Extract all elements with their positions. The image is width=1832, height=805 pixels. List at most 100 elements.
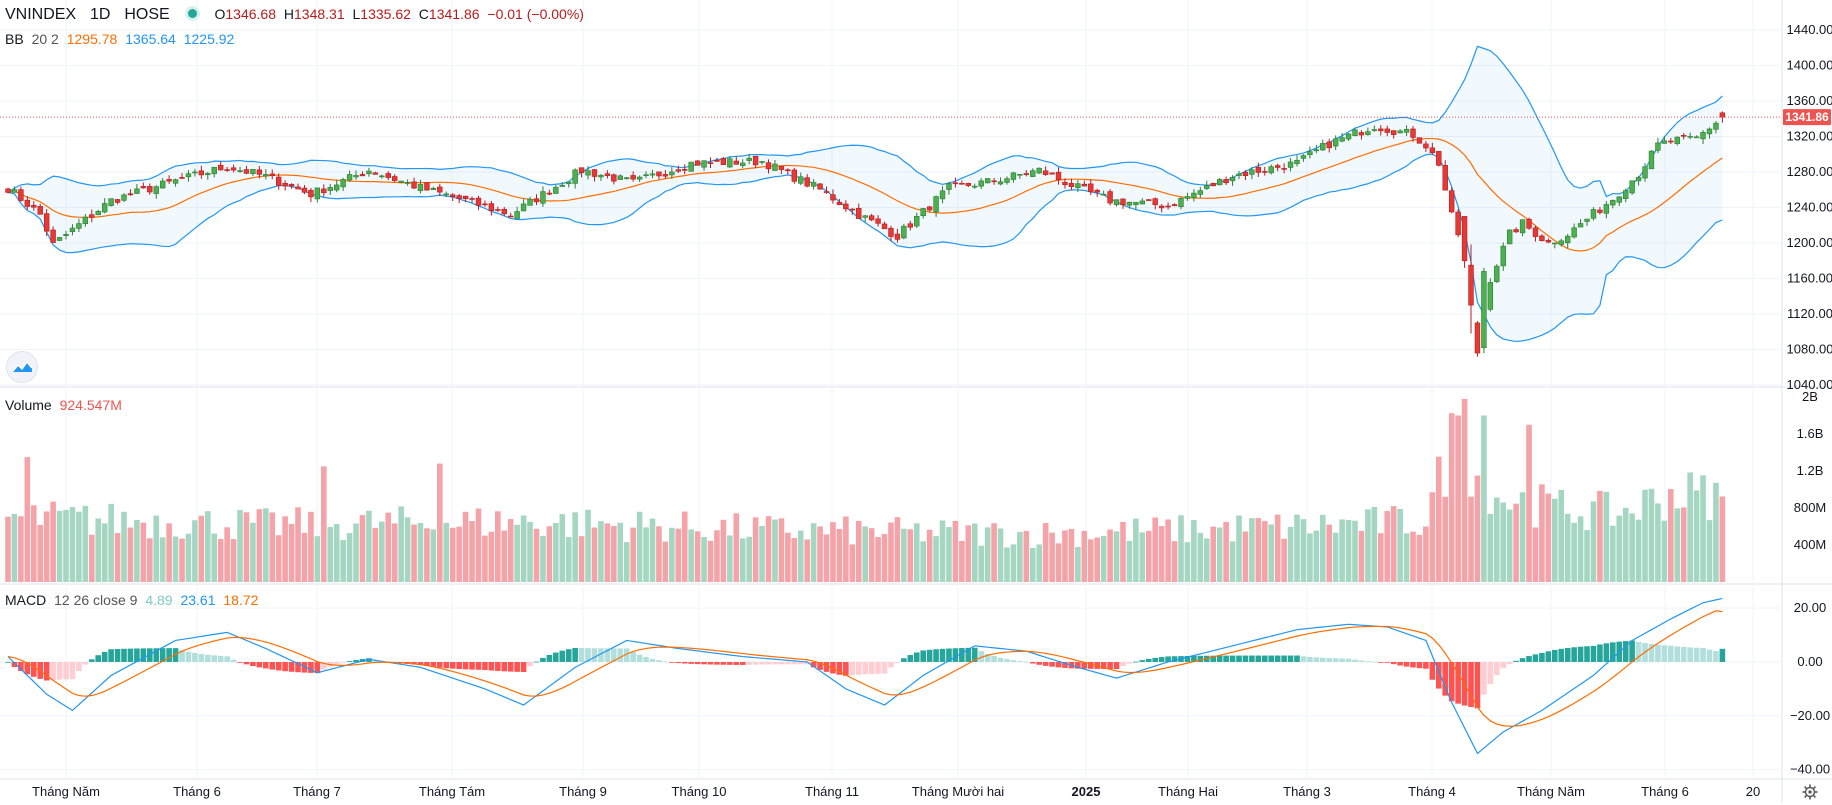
volume-bar [1204,538,1210,582]
candle-body [959,183,964,184]
candle-body [205,173,210,174]
candle-body [399,181,404,182]
candle-body [1230,177,1235,180]
volume-bar [1217,528,1223,582]
macd-histogram-bar [1159,657,1165,662]
volume-bar [179,539,185,582]
volume-bar [1391,506,1397,582]
candle-body [1037,168,1042,173]
candle-body [1249,170,1254,174]
tradingview-logo-icon[interactable] [6,351,38,383]
macd-histogram-bar [663,661,669,662]
volume-bar [1720,496,1726,582]
symbol-name[interactable]: VNINDEX [5,6,76,23]
volume-bar [1094,538,1100,582]
candle-body [1030,171,1035,177]
candle-body [644,175,649,176]
volume-bar [289,524,295,582]
volume-bar [153,516,159,582]
candle-body [766,163,771,169]
macd-histogram-bar [1365,661,1371,662]
candle-body [122,195,127,201]
volume-bar [1397,509,1403,582]
settings-gear-icon[interactable] [1802,784,1818,805]
candle-body [1623,191,1628,199]
candle-body [1507,230,1512,244]
volume-bars [5,399,1725,582]
macd-histogram-bar [933,649,939,662]
candle-body [695,161,700,165]
volume-axis-label: 800M [1794,500,1827,515]
volume-bar [5,517,11,582]
volume-bar [392,523,398,582]
macd-histogram-bar [347,661,353,662]
macd-histogram-bar [218,656,224,662]
volume-bar [1442,497,1448,582]
bb-legend[interactable]: BB 20 2 1295.78 1365.64 1225.92 [5,31,238,47]
macd-histogram-bar [514,662,520,672]
volume-bar [1043,523,1049,582]
candle-body [218,165,223,170]
macd-histogram-bar [257,662,263,667]
volume-bar [1423,526,1429,582]
macd-histogram-bar [856,662,862,675]
volume-bar [1127,541,1133,582]
candle-body [244,170,249,174]
volume-bar [1623,508,1629,582]
candle-body [444,194,449,195]
volume-bar [76,512,82,582]
candle-body [1256,167,1261,172]
macd-histogram-bar [1384,662,1390,663]
candle-body [908,224,913,227]
candle-body [785,170,790,171]
candle-body [115,199,120,202]
volume-bar [128,528,134,582]
candle-body [1121,199,1126,205]
candle-body [1469,265,1474,305]
volume-bar [231,539,237,582]
volume-bar [1584,530,1590,582]
macd-histogram-bar [244,662,250,664]
candle-body [341,179,346,186]
macd-histogram-bar [186,652,192,662]
volume-bar [1146,531,1152,582]
candle-body [1114,200,1119,205]
macd-histogram-bar [224,656,230,662]
volume-bar [321,466,327,582]
candle-body [1191,193,1196,197]
macd-histogram-bar [1417,662,1423,668]
candle-body [199,171,204,175]
candle-body [1153,199,1158,205]
candle-body [437,187,442,192]
macd-histogram-bar [630,652,636,662]
candle-body [1546,240,1551,242]
macd-histogram-bar [940,649,946,662]
macd-histogram-bar [875,662,881,674]
candle-body [1462,216,1467,260]
volume-bar [1326,525,1332,582]
candle-body [1088,184,1093,192]
candle-body [1630,181,1635,193]
volume-bar [411,525,417,582]
volume-bar [1571,523,1577,582]
macd-histogram-bar [1024,662,1030,663]
macd-histogram-bar [753,662,759,665]
candle-body [128,194,133,195]
volume-bar [830,522,836,582]
candle-body [1243,172,1248,175]
volume-bar [1307,533,1313,582]
macd-histogram-bar [779,662,785,664]
candle-body [1179,198,1184,206]
candle-body [18,190,23,201]
candle-body [1475,323,1480,353]
candle-body [180,177,185,178]
volume-legend[interactable]: Volume 924.547M [5,397,126,413]
macd-legend[interactable]: MACD 12 26 close 9 4.89 23.61 18.72 [5,592,262,608]
volume-bar [173,536,179,582]
candle-body [708,163,713,164]
volume-bar [779,518,785,582]
macd-histogram-bar [862,662,868,674]
interval-label[interactable]: 1D [90,6,110,23]
volume-bar [862,526,868,582]
